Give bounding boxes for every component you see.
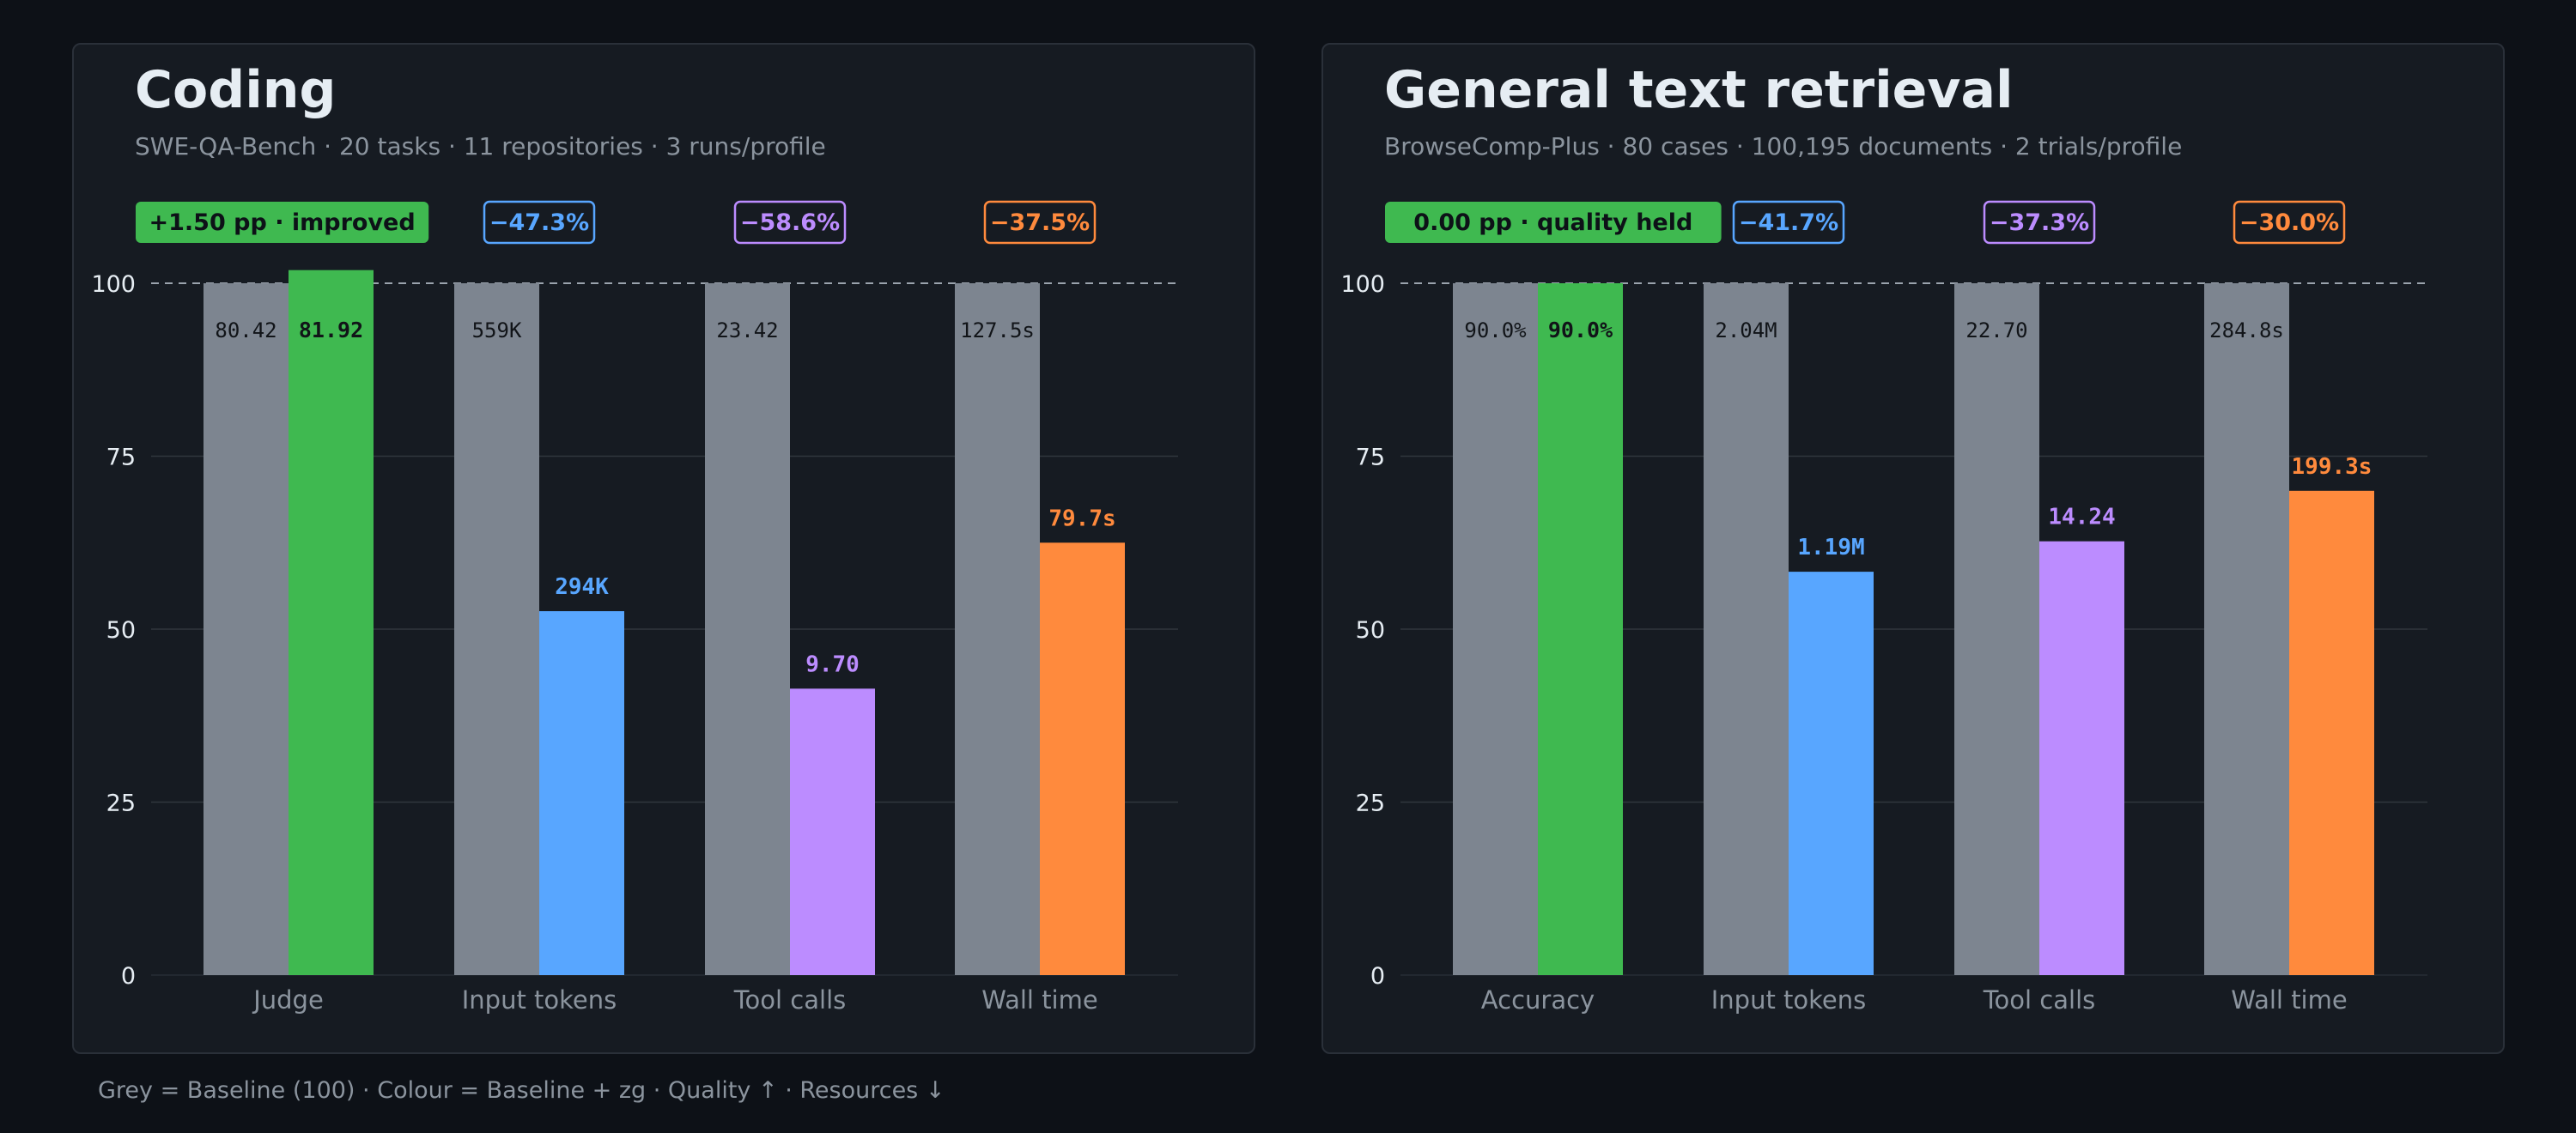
data-label-zg: 1.19M xyxy=(1797,535,1864,560)
bar-zg xyxy=(539,611,624,975)
badge-bg xyxy=(483,200,596,245)
y-tick-label: 50 xyxy=(106,617,136,644)
delta-badge: −58.6% xyxy=(733,200,847,245)
data-label-zg: 81.92 xyxy=(299,318,363,342)
data-label-baseline: 90.0% xyxy=(1464,318,1527,342)
badge-bg xyxy=(1983,200,2096,245)
y-tick-label: 100 xyxy=(91,271,136,298)
badge-bg xyxy=(2233,200,2346,245)
badge-bg xyxy=(733,200,847,245)
y-tick-label: 0 xyxy=(1370,963,1385,990)
data-label-baseline: 559K xyxy=(472,318,522,342)
bar-baseline xyxy=(705,283,790,975)
badge-bg xyxy=(983,200,1097,245)
badge-bg xyxy=(1385,202,1722,243)
data-label-baseline: 2.04M xyxy=(1715,318,1777,342)
bar-zg xyxy=(2289,490,2374,975)
bar-baseline xyxy=(204,283,289,975)
data-label-zg: 199.3s xyxy=(2292,454,2372,480)
x-tick-label: Wall time xyxy=(2231,985,2347,1015)
bar-baseline xyxy=(454,283,539,975)
bar-baseline xyxy=(1954,283,2039,975)
data-label-baseline: 22.70 xyxy=(1965,318,2027,342)
bar-zg xyxy=(1040,542,1125,975)
bar-zg xyxy=(1538,283,1623,975)
bar-zg xyxy=(1789,572,1874,975)
y-tick-label: 25 xyxy=(1356,791,1385,817)
delta-badge: 0.00 pp · quality held xyxy=(1385,202,1722,243)
coding-chart: 0 25 50 75 100 80.42 81.92 Judge +1.50 pp · impr… xyxy=(91,200,1178,1015)
delta-badge: −37.5% xyxy=(983,200,1097,245)
panel-title: General text retrieval xyxy=(1384,60,2014,120)
data-label-baseline: 284.8s xyxy=(2209,318,2284,342)
data-label-zg: 294K xyxy=(555,574,609,600)
bar-zg xyxy=(289,270,374,975)
badge-bg xyxy=(1732,200,1845,245)
badge-text: −58.6% xyxy=(740,209,840,236)
y-tick-label: 25 xyxy=(106,791,136,817)
delta-badge: −41.7% xyxy=(1732,200,1845,245)
x-tick-label: Judge xyxy=(252,985,324,1015)
x-tick-label: Input tokens xyxy=(462,985,617,1015)
data-label-zg: 79.7s xyxy=(1048,506,1115,531)
panel-subtitle: BrowseComp-Plus · 80 cases · 100,195 doc… xyxy=(1384,132,2183,161)
coding-panel: Coding SWE-QA-Bench · 20 tasks · 11 repo… xyxy=(72,43,1255,1054)
retrieval-panel: General text retrieval BrowseComp-Plus ·… xyxy=(1321,43,2505,1054)
bar-baseline xyxy=(2204,283,2289,975)
badge-text: 0.00 pp · quality held xyxy=(1413,209,1692,236)
data-label-zg: 90.0% xyxy=(1548,318,1613,342)
bar-baseline xyxy=(1453,283,1538,975)
y-tick-label: 0 xyxy=(121,963,136,990)
badge-text: −37.5% xyxy=(990,209,1090,236)
badge-text: −41.7% xyxy=(1739,209,1838,236)
data-label-zg: 9.70 xyxy=(805,651,860,677)
bar-zg xyxy=(790,688,875,975)
y-tick-label: 50 xyxy=(1356,617,1385,644)
bar-baseline xyxy=(1704,283,1789,975)
x-tick-label: Wall time xyxy=(981,985,1097,1015)
delta-badge: −37.3% xyxy=(1983,200,2096,245)
data-label-baseline: 80.42 xyxy=(215,318,276,342)
x-tick-label: Accuracy xyxy=(1481,985,1595,1015)
panel-title: Coding xyxy=(135,60,337,120)
y-tick-label: 75 xyxy=(106,445,136,471)
x-tick-label: Tool calls xyxy=(1983,985,2096,1015)
retrieval-chart: 0 25 50 75 100 90.0% 90.0% Accuracy 0.00 pp · qu… xyxy=(1340,200,2427,1015)
legend-note: Grey = Baseline (100) · Colour = Baselin… xyxy=(98,1077,945,1104)
badge-text: −37.3% xyxy=(1990,209,2089,236)
data-label-baseline: 127.5s xyxy=(960,318,1035,342)
delta-badge: −47.3% xyxy=(483,200,596,245)
y-tick-label: 100 xyxy=(1340,271,1385,298)
badge-text: −47.3% xyxy=(489,209,589,236)
delta-badge: +1.50 pp · improved xyxy=(136,202,429,243)
bar-zg xyxy=(2039,541,2124,975)
data-label-zg: 14.24 xyxy=(2048,505,2115,530)
data-label-baseline: 23.42 xyxy=(716,318,778,342)
panel-subtitle: SWE-QA-Bench · 20 tasks · 11 repositorie… xyxy=(135,132,826,161)
bar-baseline xyxy=(955,283,1040,975)
badge-text: +1.50 pp · improved xyxy=(149,209,416,236)
badge-bg xyxy=(136,202,429,243)
x-tick-label: Tool calls xyxy=(733,985,847,1015)
delta-badge: −30.0% xyxy=(2233,200,2346,245)
y-tick-label: 75 xyxy=(1356,445,1385,471)
x-tick-label: Input tokens xyxy=(1711,985,1867,1015)
badge-text: −30.0% xyxy=(2239,209,2339,236)
